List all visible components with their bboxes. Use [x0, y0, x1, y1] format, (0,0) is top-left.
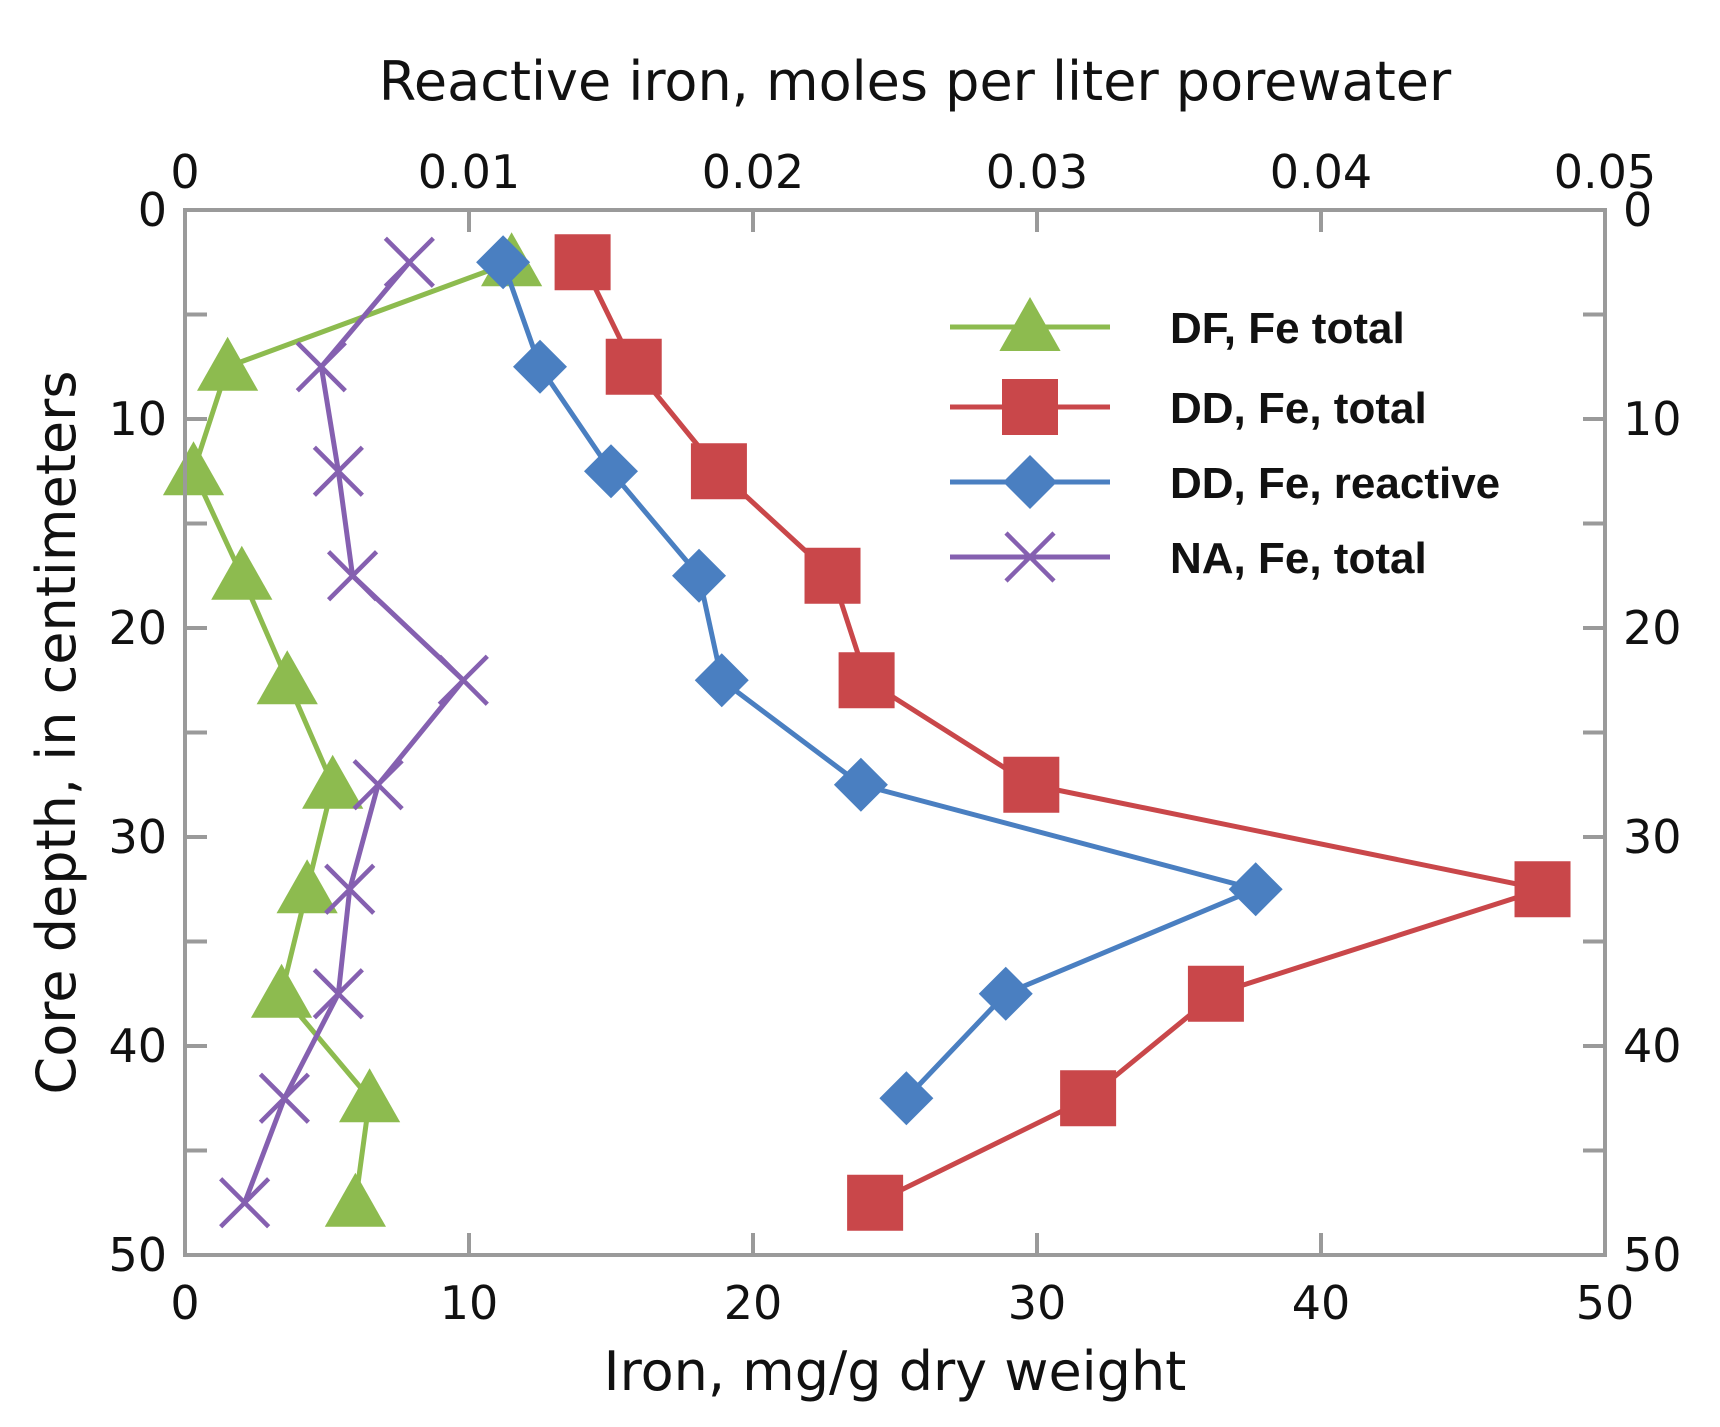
data-point-df-fe-total: [324, 1172, 386, 1227]
data-point-na-fe-total: [326, 550, 379, 602]
tick-labels: 0 10 20 30 40 500 0.01 0.02 0.03 0.04 0.050 010 1020…: [108, 145, 1681, 1330]
data-point-na-fe-total: [312, 445, 364, 497]
legend-label-na-fe-total: NA, Fe, total: [1170, 534, 1427, 583]
data-point-dd-fe-total: [554, 234, 611, 291]
data-point-df-fe-total: [197, 336, 259, 391]
legend-entry-dd-fe-reactive: DD, Fe, reactive: [950, 455, 1500, 509]
legend-symbol-na-fe-total: [950, 531, 1110, 583]
data-point-na-fe-total: [437, 654, 489, 706]
x2-tick-label: 0: [170, 145, 199, 199]
data-point-df-fe-total: [276, 859, 338, 914]
data-point-df-fe-total: [250, 963, 313, 1018]
legend-marker: [1004, 531, 1056, 583]
y-tick-label-right: 40: [1623, 1019, 1682, 1073]
x2-tick-label: 0.05: [1554, 145, 1656, 199]
y-tick-label-left: 0: [138, 183, 167, 237]
data-point-dd-fe-reactive: [584, 444, 638, 499]
x-tick-label: 20: [724, 1276, 783, 1330]
data-point-na-fe-total: [383, 236, 435, 288]
x2-tick-label: 0.04: [1270, 145, 1372, 199]
y-tick-label-right: 10: [1623, 392, 1682, 446]
y-tick-label-left: 40: [108, 1019, 167, 1073]
series-df-fe-total: [162, 232, 543, 1227]
x-axis-title: Iron, mg/g dry weight: [604, 1340, 1187, 1403]
series-dd-fe-reactive: [476, 235, 1283, 1126]
data-point-dd-fe-reactive: [672, 548, 727, 603]
x-tick-label: 30: [1008, 1276, 1067, 1330]
x-tick-label: 0: [170, 1276, 199, 1330]
legend-label-df-fe-total: DF, Fe total: [1170, 304, 1405, 353]
x2-axis-title: Reactive iron, moles per liter porewater: [379, 50, 1452, 113]
legend-label-dd-fe-reactive: DD, Fe, reactive: [1170, 459, 1500, 508]
series-dd-fe-total: [554, 234, 1571, 1231]
data-point-df-fe-total: [162, 441, 225, 496]
series-layer: [162, 232, 1571, 1231]
legend-symbol-dd-fe-reactive: [950, 455, 1110, 509]
y-axis-title: Core depth, in centimeters: [25, 371, 88, 1095]
series-line-na-fe-total: [242, 260, 466, 1204]
legend-marker: [1003, 455, 1057, 509]
data-point-na-fe-total: [352, 759, 404, 811]
data-point-dd-fe-reactive: [513, 339, 567, 394]
data-point-dd-fe-total: [804, 547, 861, 604]
data-point-df-fe-total: [256, 650, 318, 705]
data-point-dd-fe-total: [838, 652, 895, 709]
y-tick-label-right: 30: [1623, 810, 1682, 864]
y-tick-label-left: 50: [108, 1228, 167, 1282]
legend-marker: [1002, 379, 1058, 435]
data-point-na-fe-total: [324, 863, 376, 915]
data-point-na-fe-total: [312, 968, 364, 1020]
y-tick-label-right: 20: [1623, 601, 1682, 655]
data-point-na-fe-total: [219, 1177, 271, 1229]
y-tick-label-right: 50: [1623, 1228, 1682, 1282]
data-point-dd-fe-total: [1060, 1070, 1117, 1127]
y-tick-label-right: 0: [1623, 183, 1652, 237]
data-point-dd-fe-total: [690, 443, 747, 500]
data-point-dd-fe-total: [1514, 861, 1571, 918]
legend-symbol-df-fe-total: [950, 297, 1110, 351]
series-na-fe-total: [219, 236, 489, 1229]
x-tick-label: 10: [440, 1276, 499, 1330]
data-point-dd-fe-reactive: [833, 757, 888, 812]
data-point-na-fe-total: [295, 341, 347, 393]
data-point-df-fe-total: [302, 754, 364, 809]
data-point-dd-fe-reactive: [879, 1071, 934, 1126]
data-point-dd-fe-reactive: [476, 235, 531, 290]
y-tick-label-left: 20: [108, 601, 167, 655]
x2-tick-label: 0.03: [986, 145, 1088, 199]
data-point-dd-fe-total: [1187, 965, 1244, 1022]
x2-tick-label: 0.01: [418, 145, 520, 199]
data-point-dd-fe-reactive: [694, 653, 749, 708]
data-point-dd-fe-total: [1003, 756, 1060, 813]
legend: DF, Fe total DD, Fe, total DD, Fe, react…: [950, 297, 1500, 583]
y-tick-label-left: 10: [108, 392, 167, 446]
plot-frame: [183, 208, 1607, 1257]
legend-label-dd-fe-total: DD, Fe, total: [1170, 384, 1427, 433]
data-point-df-fe-total: [339, 1068, 401, 1123]
data-point-dd-fe-total: [847, 1174, 904, 1231]
legend-entry-df-fe-total: DF, Fe total: [950, 297, 1405, 353]
data-point-na-fe-total: [258, 1072, 310, 1124]
x-tick-label: 40: [1292, 1276, 1351, 1330]
series-line-dd-fe-total: [580, 261, 1546, 1205]
data-point-dd-fe-reactive: [978, 966, 1033, 1021]
y-tick-label-left: 30: [108, 810, 167, 864]
legend-entry-dd-fe-total: DD, Fe, total: [950, 379, 1427, 435]
x2-tick-label: 0.02: [702, 145, 804, 199]
data-point-dd-fe-total: [605, 338, 662, 395]
x-tick-label: 50: [1576, 1276, 1635, 1330]
series-line-df-fe-total: [191, 259, 513, 1204]
data-point-dd-fe-reactive: [1228, 862, 1283, 917]
legend-entry-na-fe-total: NA, Fe, total: [950, 531, 1427, 583]
legend-symbol-dd-fe-total: [950, 379, 1110, 435]
legend-marker: [999, 297, 1061, 351]
data-point-df-fe-total: [211, 545, 273, 600]
